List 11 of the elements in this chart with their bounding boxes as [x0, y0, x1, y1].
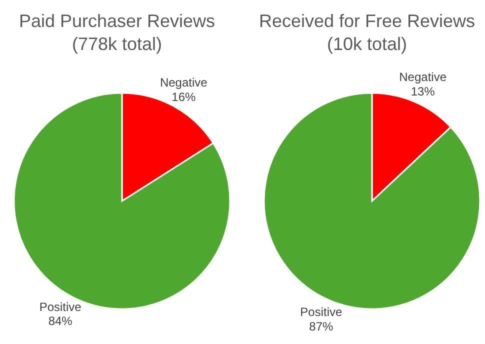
data-label: 16% [172, 90, 196, 104]
slice-label: Positive [39, 300, 82, 314]
pie-slice [13, 92, 231, 310]
chart-title: Received for Free Reviews (10k total) [258, 10, 476, 56]
data-label: 13% [410, 84, 436, 99]
chart-title: Paid Purchaser Reviews (778k total) [18, 10, 216, 56]
slice-label: Negative [399, 70, 447, 84]
data-label: 87% [309, 319, 334, 334]
slice-label: Positive [300, 305, 342, 320]
slice-label: Negative [160, 75, 208, 90]
data-label: 84% [48, 314, 73, 328]
